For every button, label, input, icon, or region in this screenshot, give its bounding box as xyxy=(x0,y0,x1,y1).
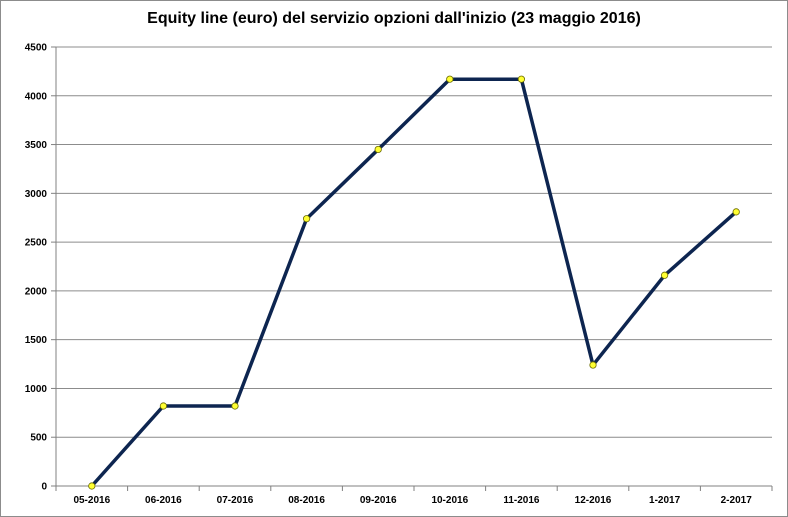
gridlines xyxy=(56,46,772,438)
series-layer xyxy=(88,75,740,490)
series-line xyxy=(90,77,738,488)
y-tick-label: 4500 xyxy=(25,43,48,54)
data-point xyxy=(589,361,597,369)
data-point xyxy=(660,271,669,279)
data-point xyxy=(374,145,382,154)
data-point xyxy=(732,208,740,216)
y-axis-ticks: 0 500 1000 1500 2000 2500 3000 3500 4000 4500 xyxy=(25,43,56,493)
y-tick-label: 2000 xyxy=(25,286,48,297)
y-tick-label: 1500 xyxy=(25,335,48,346)
x-tick-label: 06-2016 xyxy=(145,495,182,506)
x-tick-label: 08-2016 xyxy=(288,495,325,506)
data-point xyxy=(517,75,526,83)
y-tick-label: 2500 xyxy=(25,238,48,249)
y-tick-label: 3000 xyxy=(25,189,48,200)
data-point xyxy=(302,215,311,223)
y-tick-label: 500 xyxy=(30,433,47,444)
x-tick-label: 10-2016 xyxy=(431,495,468,506)
chart-title: Equity line (euro) del servizio opzioni … xyxy=(147,10,641,27)
data-point xyxy=(446,75,454,83)
x-tick-label: 12-2016 xyxy=(575,495,612,506)
data-point xyxy=(231,402,239,410)
x-tick-label: 09-2016 xyxy=(360,495,397,506)
x-axis-ticks: 05-2016 06-2016 07-2016 08-2016 09-2016 10-20… xyxy=(55,486,773,506)
data-point xyxy=(88,482,96,490)
y-tick-label: 4000 xyxy=(25,91,48,102)
x-tick-label: 05-2016 xyxy=(73,495,110,506)
y-tick-label: 3500 xyxy=(25,140,48,151)
x-tick-label: 07-2016 xyxy=(217,495,254,506)
x-tick-label: 1-2017 xyxy=(649,495,681,506)
data-point xyxy=(159,402,167,410)
x-tick-label: 2-2017 xyxy=(721,495,753,506)
y-tick-label: 1000 xyxy=(25,384,48,395)
x-tick-label: 11-2016 xyxy=(503,495,540,506)
y-tick-label: 0 xyxy=(41,482,47,493)
